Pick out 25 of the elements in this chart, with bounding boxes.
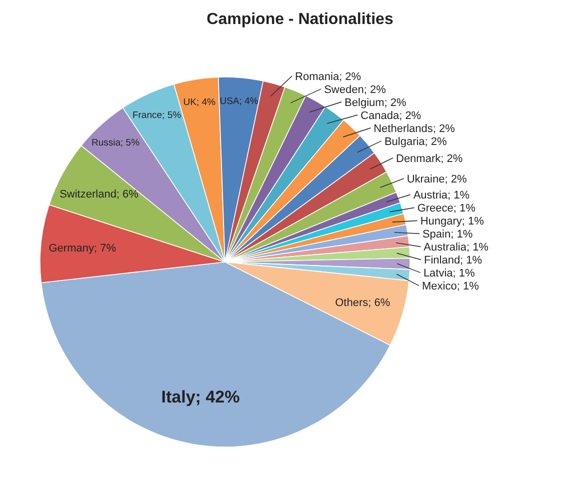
slice-label: Finland; 1% — [424, 254, 482, 267]
slice-label: Canada; 2% — [360, 110, 422, 122]
slice-label: UK; 4% — [183, 97, 216, 108]
slice-label: France; 5% — [132, 110, 182, 122]
slice-label: Italy; 42% — [161, 388, 240, 407]
slice-label: Austria; 1% — [413, 190, 470, 202]
slice-label: Denmark; 2% — [396, 152, 463, 165]
slice-label: Sweden; 2% — [324, 84, 386, 96]
slice-label: Belgium; 2% — [344, 96, 407, 109]
slice-label: Spain; 1% — [422, 228, 473, 241]
slice-label: Ukraine; 2% — [406, 173, 467, 186]
slice-label: Greece; 1% — [417, 202, 476, 215]
slice-label: USA; 4% — [220, 96, 259, 107]
slice-label: Hungary; 1% — [420, 216, 484, 228]
slice-label: Latvia; 1% — [423, 268, 476, 280]
slice-label: Switzerland; 6% — [60, 188, 139, 201]
slice-label: Netherlands; 2% — [374, 122, 456, 135]
slice-label: Russia; 5% — [91, 138, 140, 149]
slice-label: Mexico; 1% — [422, 280, 480, 293]
slice-label: Bulgaria; 2% — [384, 136, 448, 148]
slice-label: Germany; 7% — [48, 242, 116, 255]
slice-label: Others; 6% — [335, 297, 390, 310]
slice-label: Australia; 1% — [424, 242, 489, 254]
slice-label: Romania; 2% — [295, 70, 362, 83]
chart-title: Campione - Nationalities — [206, 11, 394, 28]
